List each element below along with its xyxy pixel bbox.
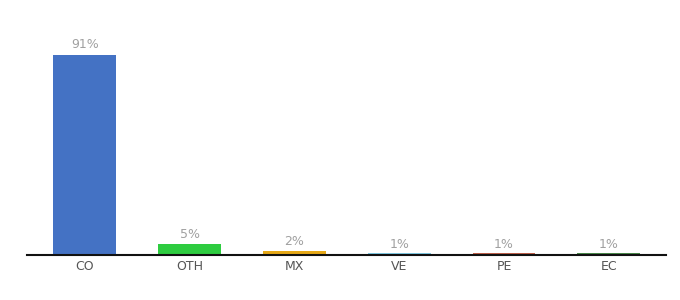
Bar [577,253,640,255]
Text: 1%: 1% [599,238,619,250]
Text: 1%: 1% [389,238,409,250]
Bar [263,250,326,255]
Bar [368,253,430,255]
Text: 91%: 91% [71,38,99,52]
Bar [54,55,116,255]
Text: 5%: 5% [180,228,200,241]
Text: 2%: 2% [284,236,305,248]
Text: 1%: 1% [494,238,514,250]
Bar [473,253,535,255]
Bar [158,244,221,255]
